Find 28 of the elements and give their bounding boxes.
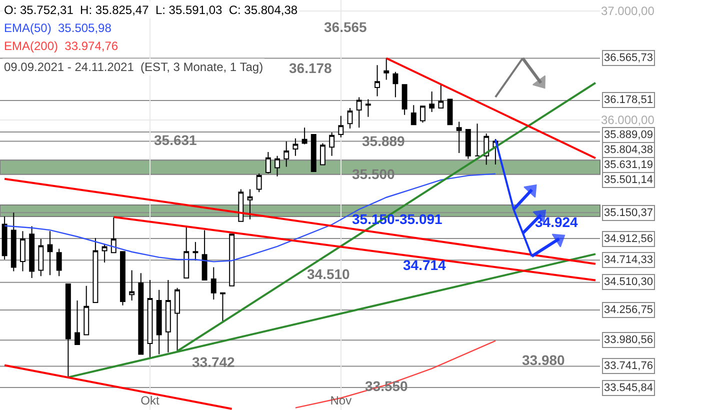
text: O: 35.752,31 H: 35.825,47 L: 35.591,03 C: 35.804,38	[4, 3, 298, 17]
text: EMA(200) 33.974,76	[4, 39, 118, 53]
ref-line-label: 35.150,37	[604, 207, 653, 219]
x-tick-label: Okt	[140, 394, 160, 408]
annotation: 36.178	[289, 60, 332, 76]
ref-line-label: 34.256,75	[604, 304, 653, 316]
annotation: 36.565	[324, 19, 368, 35]
ref-line-label: 36.565,73	[604, 52, 653, 64]
ref-line-label: 35.631,19	[604, 159, 653, 171]
ref-line-label: 33.545,84	[604, 382, 653, 394]
annotation: 33.980	[522, 352, 566, 368]
x-tick-label: Nov	[330, 394, 352, 408]
ref-line-label: 34.912,56	[604, 233, 653, 245]
y-tick-label: 36.000,00	[601, 113, 655, 128]
ref-line-label: 35.889,09	[604, 129, 653, 141]
ref-line-label: 33.741,76	[604, 360, 653, 372]
text: 09.09.2021 - 24.11.2021 (EST, 3 Monate, 1 Tag)	[4, 60, 264, 74]
ref-line-label: 35.501,14	[604, 174, 653, 186]
annotation: 34.714	[403, 257, 446, 273]
ref-line-label: 33.980,56	[604, 334, 653, 346]
annotation: 34.510	[307, 266, 350, 282]
ref-line-label: 35.804,38	[604, 144, 653, 156]
ref-line-label: 34.510,30	[604, 276, 653, 288]
text: EMA(50) 35.505,98	[4, 21, 112, 35]
annotation: 33.742	[192, 354, 236, 370]
ref-line-label: 34.714,33	[604, 254, 653, 266]
y-tick-label: 37.000,00	[601, 4, 655, 18]
ref-line-label: 36.178,51	[604, 94, 653, 106]
